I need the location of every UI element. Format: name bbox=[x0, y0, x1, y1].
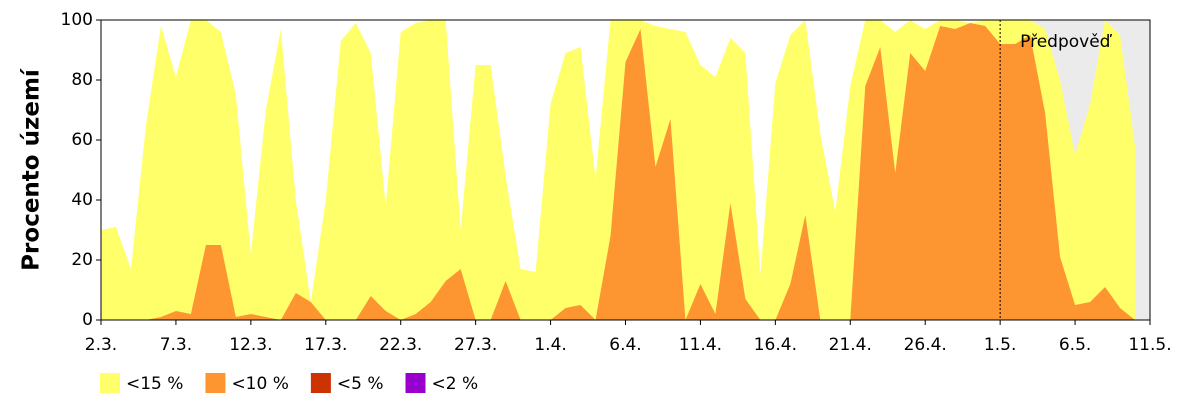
area bbox=[101, 23, 1136, 320]
legend-label: <2 % bbox=[432, 374, 479, 394]
x-tick-label: 17.3. bbox=[304, 335, 347, 355]
legend-swatch bbox=[100, 373, 120, 393]
x-tick-label: 26.4. bbox=[904, 335, 947, 355]
y-axis-label: Procento území bbox=[19, 68, 45, 271]
x-tick-label: 21.4. bbox=[829, 335, 872, 355]
x-tick-label: 6.4. bbox=[609, 335, 641, 355]
x-tick-label: 22.3. bbox=[379, 335, 422, 355]
x-tick-label: 7.3. bbox=[160, 335, 192, 355]
x-tick-label: 1.4. bbox=[534, 335, 566, 355]
x-tick-label: 6.5. bbox=[1059, 335, 1091, 355]
legend-swatch bbox=[405, 373, 426, 393]
x-tick-label: 1.5. bbox=[984, 335, 1016, 355]
annotation: Předpověď bbox=[1020, 32, 1113, 52]
legend-label: <15 % bbox=[126, 374, 183, 394]
legend-label: <5 % bbox=[337, 374, 384, 394]
x-tick-label: 2.3. bbox=[85, 335, 117, 355]
y-tick-label: 20 bbox=[71, 250, 93, 270]
x-tick-label: 12.3. bbox=[229, 335, 272, 355]
y-tick-label: 40 bbox=[71, 190, 93, 210]
x-tick-label: 27.3. bbox=[454, 335, 497, 355]
legend-swatch bbox=[205, 373, 226, 393]
y-tick-label: 0 bbox=[82, 310, 93, 330]
legend-swatch bbox=[310, 373, 331, 393]
legend-label: <10 % bbox=[231, 374, 288, 394]
x-tick-label: 11.4. bbox=[679, 335, 722, 355]
x-tick-label: 11.5. bbox=[1128, 335, 1171, 355]
x-tick-label: 16.4. bbox=[754, 335, 797, 355]
y-tick-label: 60 bbox=[71, 130, 93, 150]
y-tick-label: 100 bbox=[61, 10, 93, 30]
y-tick-label: 80 bbox=[71, 70, 93, 90]
